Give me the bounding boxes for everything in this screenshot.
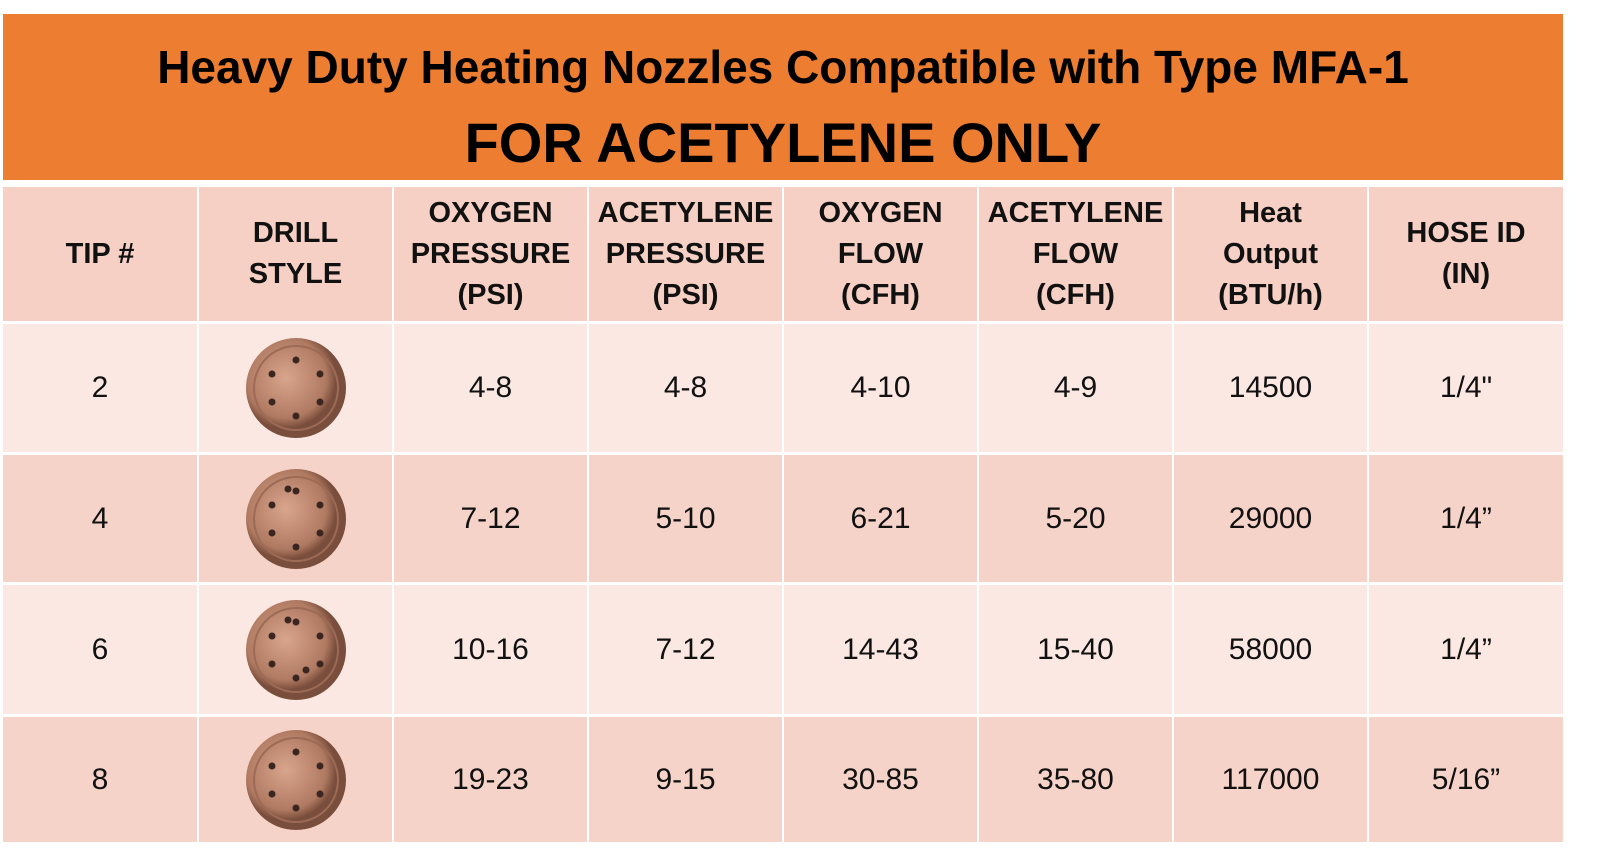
title: Heavy Duty Heating Nozzles Compatible wi… (157, 41, 1409, 93)
header-cell: Heat Output (BTU/h) (1174, 187, 1367, 321)
data-cell: 29000 (1174, 455, 1367, 582)
image-cell (199, 455, 392, 582)
data-cell: 9-15 (589, 717, 782, 842)
data-cell: 15-40 (979, 585, 1172, 714)
header-text: DRILL (252, 217, 339, 249)
image-cell (199, 324, 392, 452)
data-cell: 4-10 (784, 324, 977, 452)
header-text: HOSE ID (1406, 217, 1526, 249)
header-cell: ACETYLENE FLOW (CFH) (979, 187, 1172, 321)
header-text: OXYGEN (428, 196, 553, 229)
header-text: OXYGEN (818, 196, 943, 229)
data-cell: 5/16” (1369, 717, 1563, 842)
header-text: Heat (1239, 196, 1302, 229)
data-cell: 4 (3, 455, 197, 582)
data-cell: 6-21 (784, 455, 977, 582)
header-text: (CFH) (841, 278, 920, 311)
data-cell: 14-43 (784, 585, 977, 714)
header-text: ACETYLENE (987, 196, 1164, 229)
header-cell: ACETYLENE PRESSURE (PSI) (589, 187, 782, 321)
data-cell: 14500 (1174, 324, 1367, 452)
header-text: (IN) (1441, 258, 1491, 290)
header-cell: OXYGEN PRESSURE (PSI) (394, 187, 587, 321)
header-text: (PSI) (457, 278, 524, 311)
nozzle-image (245, 599, 346, 700)
data-cell: 5-20 (979, 455, 1172, 582)
data-cell: 5-10 (589, 455, 782, 582)
image-cell (199, 585, 392, 714)
header-text: (BTU/h) (1218, 278, 1323, 311)
header-text: TIP # (65, 237, 135, 270)
header-text: Output (1222, 237, 1318, 270)
header-cell: OXYGEN FLOW (CFH) (784, 187, 977, 321)
data-cell: 1/4” (1369, 585, 1563, 714)
data-cell: 30-85 (784, 717, 977, 842)
data-cell: 117000 (1174, 717, 1367, 842)
data-cell: 7-12 (589, 585, 782, 714)
data-cell: 7-12 (394, 455, 587, 582)
nozzle-image (245, 468, 346, 569)
data-cell: 4-8 (589, 324, 782, 452)
header-text: PRESSURE (410, 237, 571, 270)
header-text: PRESSURE (605, 237, 766, 270)
data-cell: 19-23 (394, 717, 587, 842)
data-cell: 1/4" (1369, 324, 1563, 452)
data-cell: 6 (3, 585, 197, 714)
data-cell: 4-8 (394, 324, 587, 452)
header-text: ACETYLENE (597, 196, 774, 229)
data-cell: 1/4” (1369, 455, 1563, 582)
data-cell: 2 (3, 324, 197, 452)
data-cell: 4-9 (979, 324, 1172, 452)
banner: Heavy Duty Heating Nozzles Compatible wi… (3, 14, 1563, 180)
header-text: (PSI) (652, 278, 719, 311)
header-cell: TIP # (3, 187, 197, 321)
nozzle-image (245, 729, 346, 830)
data-cell: 10-16 (394, 585, 587, 714)
header-cell: HOSE ID (IN) (1369, 187, 1563, 321)
header-text: STYLE (248, 258, 343, 290)
header-text: FLOW (837, 237, 924, 270)
subtitle: FOR ACETYLENE ONLY (464, 111, 1102, 174)
header-text: FLOW (1032, 237, 1119, 270)
image-cell (199, 717, 392, 842)
header-cell: DRILL STYLE (199, 187, 392, 321)
header-text: (CFH) (1036, 278, 1115, 311)
data-cell: 58000 (1174, 585, 1367, 714)
data-cell: 8 (3, 717, 197, 842)
nozzle-image (245, 338, 346, 438)
data-cell: 35-80 (979, 717, 1172, 842)
